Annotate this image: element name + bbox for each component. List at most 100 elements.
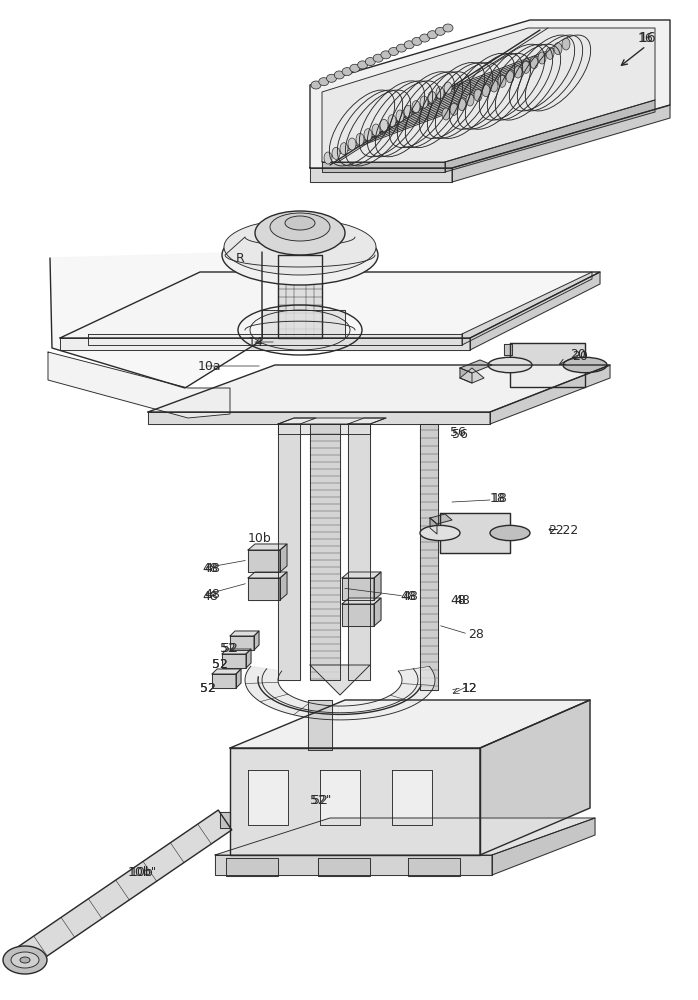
Ellipse shape xyxy=(224,219,376,275)
Ellipse shape xyxy=(311,81,321,89)
Polygon shape xyxy=(236,669,241,688)
Polygon shape xyxy=(245,666,435,720)
Ellipse shape xyxy=(412,101,420,113)
Ellipse shape xyxy=(562,38,570,50)
Polygon shape xyxy=(215,818,595,855)
Ellipse shape xyxy=(404,41,414,49)
Polygon shape xyxy=(308,700,332,750)
Ellipse shape xyxy=(388,115,396,127)
Polygon shape xyxy=(470,272,600,350)
Ellipse shape xyxy=(340,143,348,155)
Polygon shape xyxy=(222,654,246,668)
Ellipse shape xyxy=(332,147,340,159)
Polygon shape xyxy=(248,770,288,825)
Polygon shape xyxy=(348,418,386,424)
Ellipse shape xyxy=(350,64,360,72)
Polygon shape xyxy=(230,748,480,855)
Polygon shape xyxy=(342,578,374,600)
Polygon shape xyxy=(280,544,287,572)
Polygon shape xyxy=(220,812,230,828)
Text: 48: 48 xyxy=(202,562,218,574)
Ellipse shape xyxy=(458,99,466,111)
Ellipse shape xyxy=(356,133,364,145)
Polygon shape xyxy=(460,368,484,383)
Text: 10a: 10a xyxy=(198,360,222,372)
Text: 48: 48 xyxy=(202,589,218,602)
Ellipse shape xyxy=(3,946,47,974)
Polygon shape xyxy=(322,28,655,162)
Ellipse shape xyxy=(222,225,378,285)
Text: 28: 28 xyxy=(468,628,484,641)
Ellipse shape xyxy=(324,152,332,164)
Polygon shape xyxy=(460,368,472,383)
Ellipse shape xyxy=(396,44,406,52)
Polygon shape xyxy=(490,365,610,424)
Ellipse shape xyxy=(365,58,376,66)
Text: 10b': 10b' xyxy=(128,865,155,879)
Ellipse shape xyxy=(270,213,330,241)
Ellipse shape xyxy=(389,47,399,55)
Text: 48: 48 xyxy=(400,589,416,602)
Polygon shape xyxy=(60,272,600,338)
Ellipse shape xyxy=(412,37,422,45)
Ellipse shape xyxy=(506,71,514,83)
Text: 52: 52 xyxy=(200,682,216,694)
Polygon shape xyxy=(50,252,262,388)
Ellipse shape xyxy=(364,129,372,141)
Ellipse shape xyxy=(373,54,383,62)
Text: R: R xyxy=(236,251,245,264)
Ellipse shape xyxy=(427,31,438,39)
Ellipse shape xyxy=(482,85,490,97)
Polygon shape xyxy=(445,100,655,172)
Polygon shape xyxy=(278,418,386,424)
Polygon shape xyxy=(460,360,492,373)
Polygon shape xyxy=(430,514,452,524)
Polygon shape xyxy=(278,424,370,434)
Polygon shape xyxy=(462,272,592,345)
Polygon shape xyxy=(280,572,287,600)
Polygon shape xyxy=(374,598,381,626)
Ellipse shape xyxy=(466,94,474,106)
Ellipse shape xyxy=(255,211,345,255)
Polygon shape xyxy=(452,105,670,182)
Ellipse shape xyxy=(490,525,530,541)
Ellipse shape xyxy=(285,216,315,230)
Text: 52': 52' xyxy=(312,794,332,806)
Text: 52: 52 xyxy=(212,658,228,670)
Ellipse shape xyxy=(436,87,444,99)
Ellipse shape xyxy=(319,78,329,86)
Polygon shape xyxy=(440,513,510,553)
Text: 52: 52 xyxy=(222,642,238,654)
Text: 12: 12 xyxy=(462,682,477,694)
Polygon shape xyxy=(13,810,232,970)
Text: 12: 12 xyxy=(462,682,477,694)
Ellipse shape xyxy=(443,24,453,32)
Ellipse shape xyxy=(357,61,368,69)
Ellipse shape xyxy=(563,357,607,373)
Polygon shape xyxy=(320,770,360,825)
Ellipse shape xyxy=(450,103,458,115)
Ellipse shape xyxy=(372,124,380,136)
Text: 52: 52 xyxy=(212,658,228,670)
Polygon shape xyxy=(374,572,381,600)
Ellipse shape xyxy=(522,61,530,73)
Ellipse shape xyxy=(20,957,30,963)
Ellipse shape xyxy=(546,47,554,59)
Text: 48: 48 xyxy=(454,593,470,606)
Text: 52': 52' xyxy=(310,794,329,806)
Polygon shape xyxy=(278,255,322,338)
Text: 52: 52 xyxy=(220,642,236,654)
Polygon shape xyxy=(225,237,375,267)
Polygon shape xyxy=(510,343,585,387)
Ellipse shape xyxy=(419,34,430,42)
Text: 16: 16 xyxy=(638,31,654,44)
Text: 56: 56 xyxy=(452,428,468,440)
Polygon shape xyxy=(230,700,590,748)
Polygon shape xyxy=(248,544,287,550)
Ellipse shape xyxy=(342,68,352,76)
Text: 16: 16 xyxy=(638,31,655,45)
Ellipse shape xyxy=(530,57,538,69)
Polygon shape xyxy=(342,604,374,626)
Text: 18: 18 xyxy=(492,491,508,504)
Text: 18: 18 xyxy=(490,491,506,504)
